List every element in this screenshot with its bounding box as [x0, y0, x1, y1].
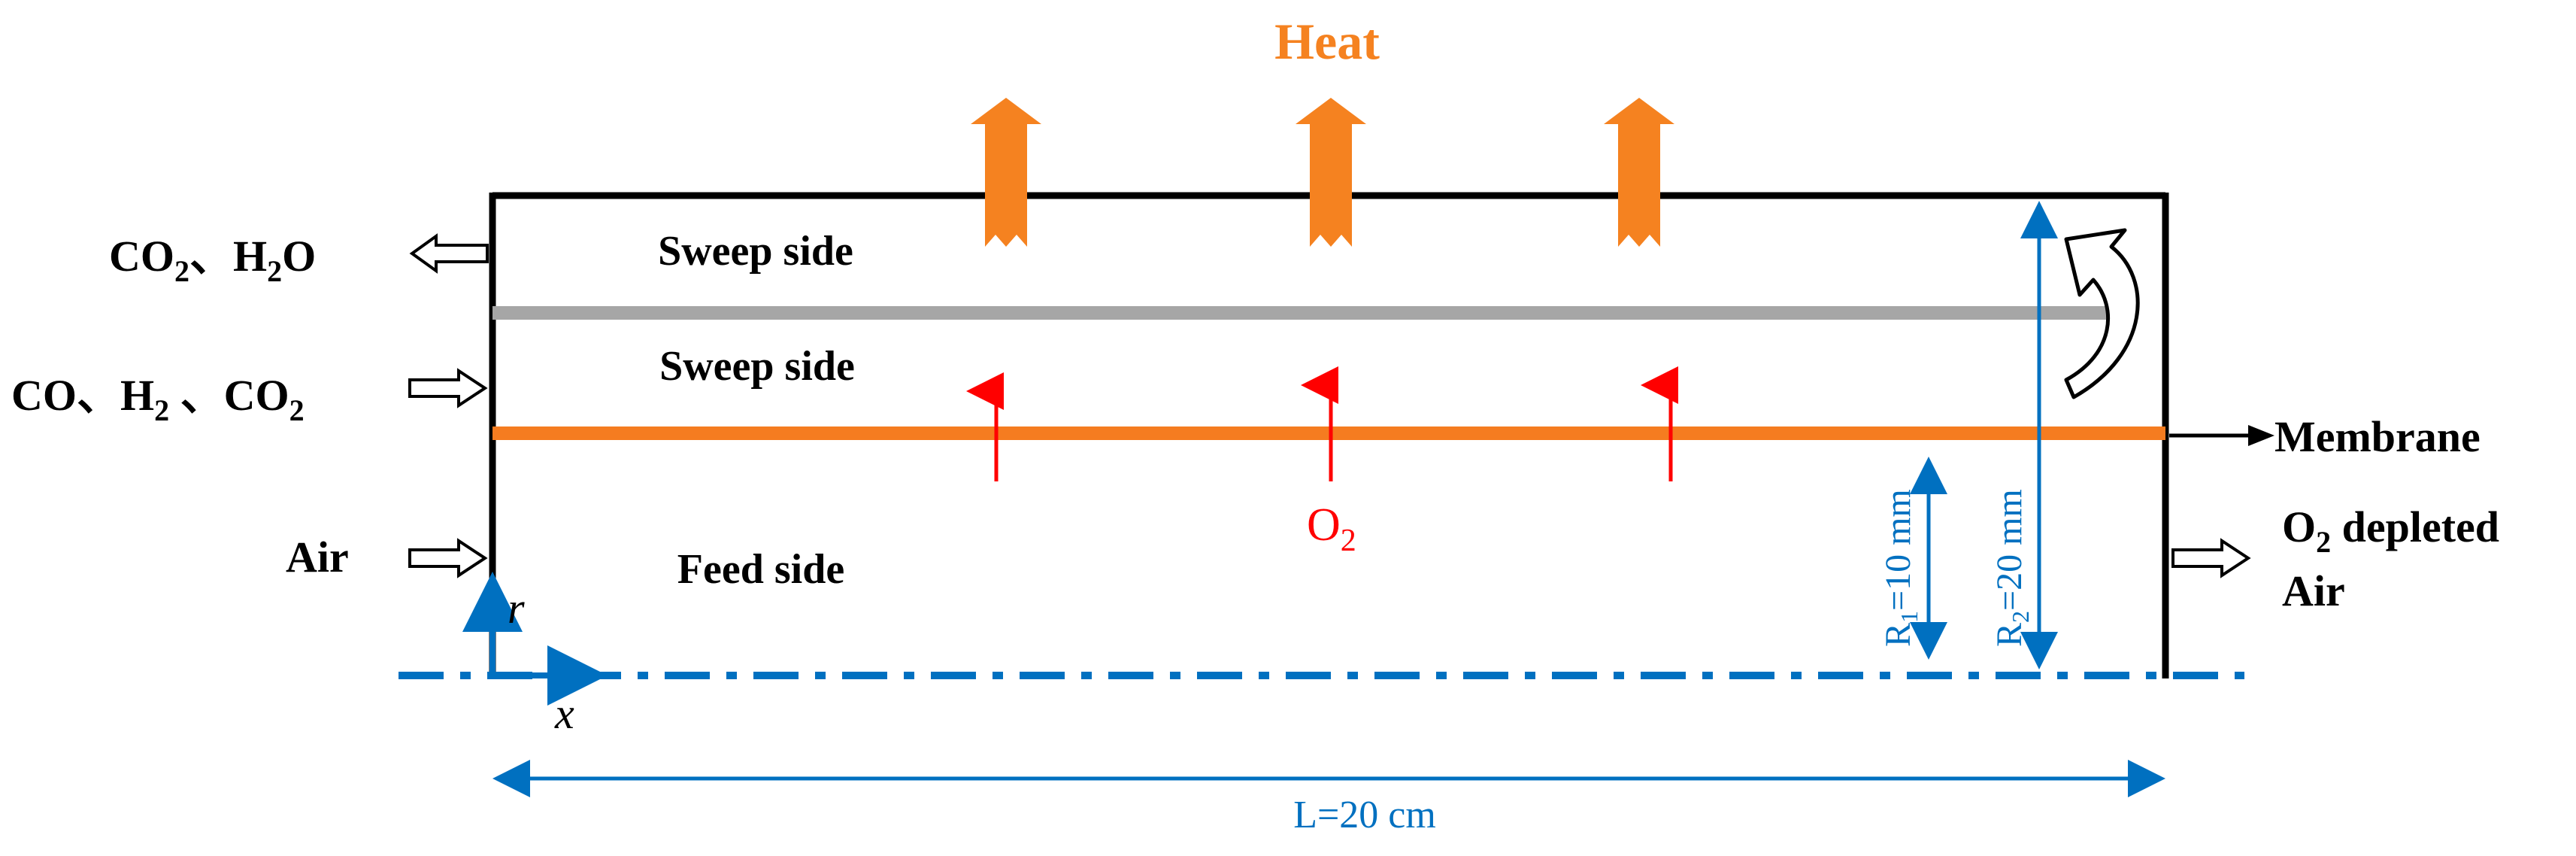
inlet-mid-label: CO、H2 、CO2	[11, 371, 305, 427]
o2-permeation-arrows	[966, 366, 1678, 481]
outlet-air-arrow	[2171, 538, 2251, 578]
outlet-top-label: CO2、H2O	[109, 232, 316, 288]
membrane-pointer	[2169, 425, 2274, 446]
feed-side-label: Feed side	[677, 546, 844, 593]
heat-arrow-1	[971, 98, 1041, 247]
outlet-air-label-line2: Air	[2282, 566, 2345, 615]
axis-x-label: x	[554, 689, 574, 738]
heat-arrow-2	[1296, 98, 1366, 247]
r2-label: R2=20 mm	[1990, 489, 2034, 647]
outlet-top-arrow	[409, 233, 489, 274]
heat-arrow-3	[1604, 98, 1674, 247]
inlet-air-arrow	[408, 538, 488, 578]
axis-r-label: r	[508, 584, 525, 633]
heat-label: Heat	[1274, 13, 1380, 70]
coordinate-axes	[462, 572, 608, 706]
heat-arrows	[971, 98, 1674, 247]
return-flow-arrow	[2064, 228, 2140, 399]
inlet-mid-arrow	[408, 368, 488, 408]
inlet-air-label: Air	[286, 533, 349, 581]
sweep-side-mid-label: Sweep side	[659, 343, 855, 390]
r1-label: R1=10 mm	[1878, 489, 1923, 647]
membrane-label: Membrane	[2274, 412, 2481, 461]
o2-label: O2	[1307, 499, 1356, 558]
outlet-air-label-line1: O2 depleted	[2282, 502, 2499, 559]
sweep-side-top-label: Sweep side	[658, 228, 853, 275]
length-label: L=20 cm	[1293, 794, 1436, 836]
